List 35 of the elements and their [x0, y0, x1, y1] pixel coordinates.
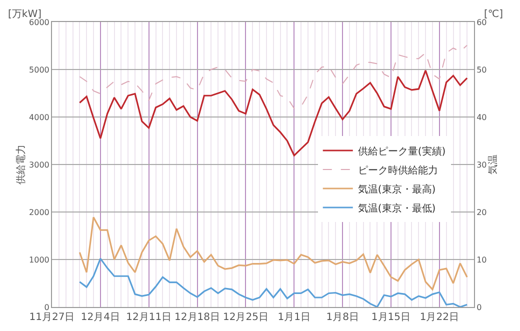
- line-series: [78, 258, 468, 307]
- x-tick-label: 12月4日: [80, 312, 120, 323]
- y2-axis-title: 気温: [486, 154, 499, 174]
- x-tick-label: 1月22日: [420, 312, 459, 323]
- y-tick-label: 3000: [29, 160, 50, 170]
- x-tick-label: 1月15日: [371, 312, 411, 323]
- y-tick-label: 4000: [29, 112, 50, 122]
- y-tick-label: 1000: [29, 255, 50, 264]
- y-tick-label: 2000: [29, 208, 50, 217]
- x-tick-label: 12月25日: [222, 312, 268, 323]
- y-tick-label: 6000: [29, 18, 50, 27]
- y2-tick-label: 60: [476, 18, 487, 27]
- line-series: [79, 44, 468, 109]
- text: [℃]: [484, 9, 504, 20]
- line-series: [78, 216, 468, 290]
- legend-label: 供給ピーク量(実績): [358, 145, 446, 158]
- y2-tick-label: 40: [476, 112, 487, 122]
- y-tick-label: 0: [44, 302, 50, 312]
- legend-label: 気温(東京・最高): [358, 183, 436, 196]
- y-axis-title: 供給電力: [15, 144, 28, 184]
- x-tick-label: 1月1日: [278, 312, 310, 323]
- legend-label: ピーク時供給能力: [358, 164, 438, 176]
- y2-tick-label: 20: [476, 208, 487, 217]
- y2-tick-label: 50: [476, 65, 487, 74]
- line-series: [78, 70, 468, 156]
- x-tick-label: 1月8日: [326, 312, 359, 323]
- y-tick-label: 5000: [29, 65, 50, 74]
- y2-tick-label: 0: [476, 302, 482, 312]
- x-tick-label: 11月27日: [29, 312, 75, 323]
- text: [万kW]: [8, 9, 42, 20]
- y2-tick-label: 30: [476, 160, 487, 170]
- x-tick-label: 12月11日: [126, 312, 172, 323]
- y2-tick-label: 10: [476, 255, 487, 264]
- x-tick-label: 12月18日: [174, 312, 220, 323]
- legend-label: 気温(東京・最低): [358, 202, 436, 214]
